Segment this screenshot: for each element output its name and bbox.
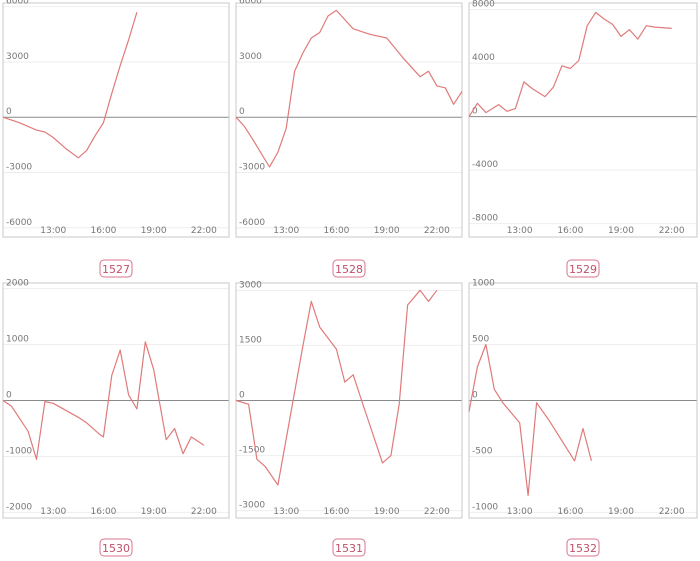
chart-label-badge bbox=[99, 259, 133, 278]
y-tick-label: -4000 bbox=[472, 160, 498, 170]
y-tick-label: -3000 bbox=[239, 501, 265, 511]
y-tick-label: -2000 bbox=[6, 502, 32, 512]
x-tick-label: 22:00 bbox=[424, 226, 450, 236]
plot-frame bbox=[468, 2, 698, 238]
x-tick-label: 22:00 bbox=[424, 507, 450, 517]
plot-frame bbox=[235, 2, 463, 238]
x-tick-label: 13:00 bbox=[273, 507, 299, 517]
y-tick-label: -3000 bbox=[6, 163, 32, 173]
x-tick-label: 13:00 bbox=[507, 226, 533, 236]
x-tick-label: 19:00 bbox=[608, 226, 634, 236]
series-line bbox=[235, 9, 463, 168]
chart-label: 1530 bbox=[102, 542, 130, 555]
chart-panel-1527: -6000 -3000 0 3000 6000 13:00 16:00 19:00 22:00 1… bbox=[2, 0, 230, 278]
y-tick-label: -3000 bbox=[239, 163, 265, 173]
y-tick-label: -1000 bbox=[6, 446, 32, 456]
chart-label: 1531 bbox=[335, 542, 363, 555]
x-tick-label: 13:00 bbox=[273, 226, 299, 236]
y-tick-label: -1500 bbox=[239, 446, 265, 456]
x-tick-label: 16:00 bbox=[323, 226, 349, 236]
chart-panel-1530: -2000 -1000 0 1000 2000 13:00 16:00 19:00 22:00 1… bbox=[2, 279, 230, 557]
x-tick-label: 19:00 bbox=[374, 226, 400, 236]
series-line bbox=[468, 11, 672, 118]
chart-label-badge bbox=[332, 538, 366, 557]
x-tick-label: 19:00 bbox=[141, 226, 167, 236]
y-tick-label: 0 bbox=[6, 391, 12, 401]
chart-panel-1528: -6000 -3000 0 3000 6000 13:00 16:00 19:00 22:00 1… bbox=[235, 0, 463, 278]
y-tick-label: 0 bbox=[239, 107, 245, 117]
series-line bbox=[2, 341, 205, 460]
y-tick-label: 3000 bbox=[239, 52, 262, 62]
y-tick-label: 0 bbox=[472, 391, 478, 401]
chart-panel-1531: -3000 -1500 0 1500 3000 13:00 16:00 19:00 22:00 1… bbox=[235, 280, 463, 557]
series-line bbox=[2, 12, 138, 159]
y-tick-label: 1000 bbox=[6, 335, 29, 345]
y-tick-label: -1000 bbox=[472, 502, 498, 512]
chart-panel-1532: -1000 -500 0 500 1000 13:00 16:00 19:00 22:00 153… bbox=[468, 279, 698, 557]
x-tick-label: 19:00 bbox=[608, 507, 634, 517]
y-tick-label: 0 bbox=[239, 391, 245, 401]
x-tick-label: 19:00 bbox=[374, 507, 400, 517]
x-tick-label: 22:00 bbox=[659, 507, 685, 517]
y-tick-label: -500 bbox=[472, 446, 493, 456]
y-tick-label: 500 bbox=[472, 335, 489, 345]
chart-label: 1528 bbox=[335, 263, 363, 276]
x-tick-label: 19:00 bbox=[141, 507, 167, 517]
x-tick-label: 13:00 bbox=[40, 226, 66, 236]
chart-label: 1532 bbox=[569, 542, 597, 555]
x-tick-label: 16:00 bbox=[557, 507, 583, 517]
y-tick-label: 3000 bbox=[6, 52, 29, 62]
x-tick-label: 22:00 bbox=[191, 226, 217, 236]
plot-frame bbox=[2, 2, 230, 238]
x-tick-label: 22:00 bbox=[191, 507, 217, 517]
y-tick-label: 0 bbox=[6, 107, 12, 117]
y-tick-label: 4000 bbox=[472, 53, 495, 63]
y-tick-label: 6000 bbox=[6, 0, 29, 7]
y-tick-label: 0 bbox=[472, 107, 478, 117]
y-tick-label: 3000 bbox=[239, 280, 262, 290]
x-tick-label: 16:00 bbox=[323, 507, 349, 517]
chart-label-badge bbox=[332, 259, 366, 278]
chart-label: 1527 bbox=[102, 263, 130, 276]
x-tick-label: 16:00 bbox=[90, 226, 116, 236]
x-tick-label: 16:00 bbox=[557, 226, 583, 236]
chart-label-badge bbox=[566, 538, 600, 557]
chart-label: 1529 bbox=[569, 263, 597, 276]
y-tick-label: 2000 bbox=[6, 279, 29, 289]
y-tick-label: 1500 bbox=[239, 335, 262, 345]
series-line bbox=[468, 343, 592, 497]
x-tick-label: 22:00 bbox=[659, 226, 685, 236]
chart-panel-1529: -8000 -4000 0 4000 8000 13:00 16:00 19:00 22:00 1… bbox=[468, 0, 698, 278]
series-line bbox=[235, 289, 438, 486]
plot-frame bbox=[468, 282, 698, 519]
x-tick-label: 13:00 bbox=[507, 507, 533, 517]
y-tick-label: -6000 bbox=[6, 218, 32, 228]
x-tick-label: 16:00 bbox=[90, 507, 116, 517]
chart-label-badge bbox=[99, 538, 133, 557]
chart-label-badge bbox=[566, 259, 600, 278]
y-tick-label: 6000 bbox=[239, 0, 262, 7]
y-tick-label: 1000 bbox=[472, 279, 495, 289]
y-tick-label: 8000 bbox=[472, 0, 495, 10]
y-tick-label: -8000 bbox=[472, 214, 498, 224]
y-tick-label: -6000 bbox=[239, 218, 265, 228]
x-tick-label: 13:00 bbox=[40, 507, 66, 517]
